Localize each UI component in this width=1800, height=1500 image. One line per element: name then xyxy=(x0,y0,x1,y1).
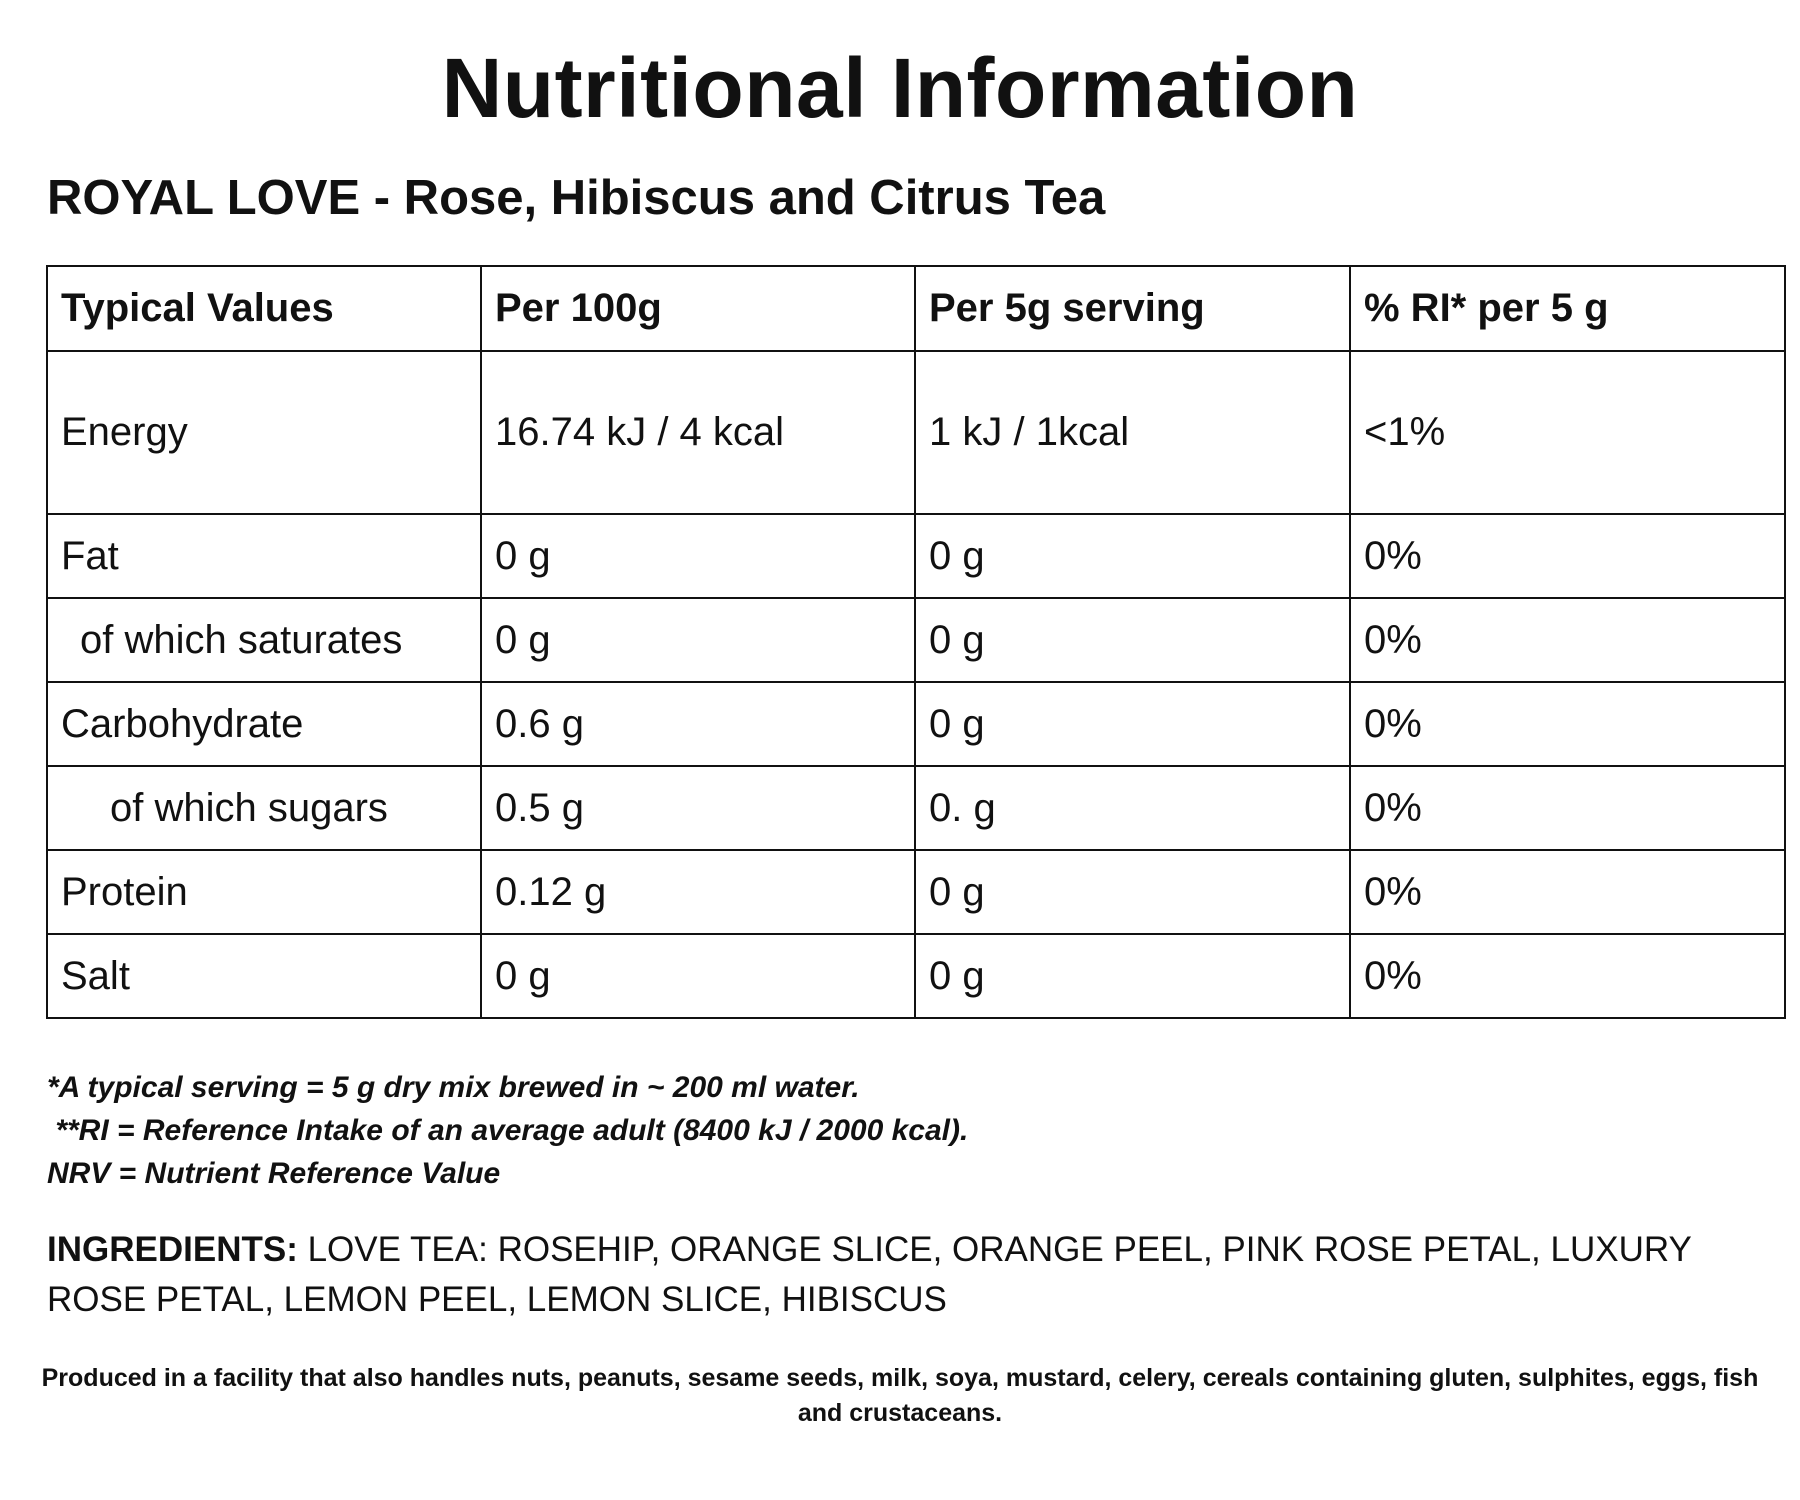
value-ri-percent: 0% xyxy=(1349,681,1786,767)
value-per-serving: 0 g xyxy=(914,513,1351,599)
value-per-100g: 16.74 kJ / 4 kcal xyxy=(480,350,916,515)
value-per-serving: 0. g xyxy=(914,765,1351,851)
value-per-100g: 0.5 g xyxy=(480,765,916,851)
table-row-saturates: of which saturates 0 g 0 g 0% xyxy=(46,597,1786,683)
header-ri-percent: % RI* per 5 g xyxy=(1349,265,1786,352)
header-typical-values: Typical Values xyxy=(46,265,482,352)
value-ri-percent: 0% xyxy=(1349,849,1786,935)
value-ri-percent: 0% xyxy=(1349,933,1786,1019)
ingredients-text: LOVE TEA: ROSEHIP, ORANGE SLICE, ORANGE … xyxy=(47,1230,1692,1319)
table-row-fat: Fat 0 g 0 g 0% xyxy=(46,513,1786,599)
nutrient-label: Energy xyxy=(46,350,482,515)
table-row-salt: Salt 0 g 0 g 0% xyxy=(46,933,1786,1019)
ingredients-section: INGREDIENTS: LOVE TEA: ROSEHIP, ORANGE S… xyxy=(47,1225,1777,1325)
nutrient-label: Salt xyxy=(46,933,482,1019)
value-ri-percent: <1% xyxy=(1349,350,1786,515)
footnotes: *A typical serving = 5 g dry mix brewed … xyxy=(47,1066,968,1195)
value-per-100g: 0.12 g xyxy=(480,849,916,935)
value-ri-percent: 0% xyxy=(1349,765,1786,851)
value-per-serving: 0 g xyxy=(914,597,1351,683)
table-row-protein: Protein 0.12 g 0 g 0% xyxy=(46,849,1786,935)
nutrient-label: Protein xyxy=(46,849,482,935)
value-ri-percent: 0% xyxy=(1349,597,1786,683)
footnote-ri: **RI = Reference Intake of an average ad… xyxy=(47,1114,969,1147)
value-per-100g: 0.6 g xyxy=(480,681,916,767)
header-per-serving: Per 5g serving xyxy=(914,265,1351,352)
value-per-serving: 1 kJ / 1kcal xyxy=(914,350,1351,515)
footnote-nrv: NRV = Nutrient Reference Value xyxy=(47,1157,501,1190)
allergen-statement: Produced in a facility that also handles… xyxy=(41,1364,1759,1427)
value-per-serving: 0 g xyxy=(914,933,1351,1019)
page-title: Nutritional Information xyxy=(441,41,1359,135)
nutrient-label: of which saturates xyxy=(46,597,482,683)
table-row-sugars: of which sugars 0.5 g 0. g 0% xyxy=(46,765,1786,851)
nutrient-label: of which sugars xyxy=(46,765,482,851)
nutrition-table: Typical Values Per 100g Per 5g serving %… xyxy=(46,265,1786,1019)
footnote-serving: *A typical serving = 5 g dry mix brewed … xyxy=(47,1071,860,1104)
value-per-serving: 0 g xyxy=(914,849,1351,935)
value-per-serving: 0 g xyxy=(914,681,1351,767)
value-per-100g: 0 g xyxy=(480,597,916,683)
product-name: ROYAL LOVE - Rose, Hibiscus and Citrus T… xyxy=(47,171,1106,225)
table-header-row: Typical Values Per 100g Per 5g serving %… xyxy=(46,265,1786,352)
nutrient-label: Fat xyxy=(46,513,482,599)
value-ri-percent: 0% xyxy=(1349,513,1786,599)
value-per-100g: 0 g xyxy=(480,933,916,1019)
table-row-carbohydrate: Carbohydrate 0.6 g 0 g 0% xyxy=(46,681,1786,767)
ingredients-label: INGREDIENTS: xyxy=(47,1230,298,1269)
value-per-100g: 0 g xyxy=(480,513,916,599)
header-per-100g: Per 100g xyxy=(480,265,916,352)
nutrient-label: Carbohydrate xyxy=(46,681,482,767)
table-row-energy: Energy 16.74 kJ / 4 kcal 1 kJ / 1kcal <1… xyxy=(46,350,1786,515)
